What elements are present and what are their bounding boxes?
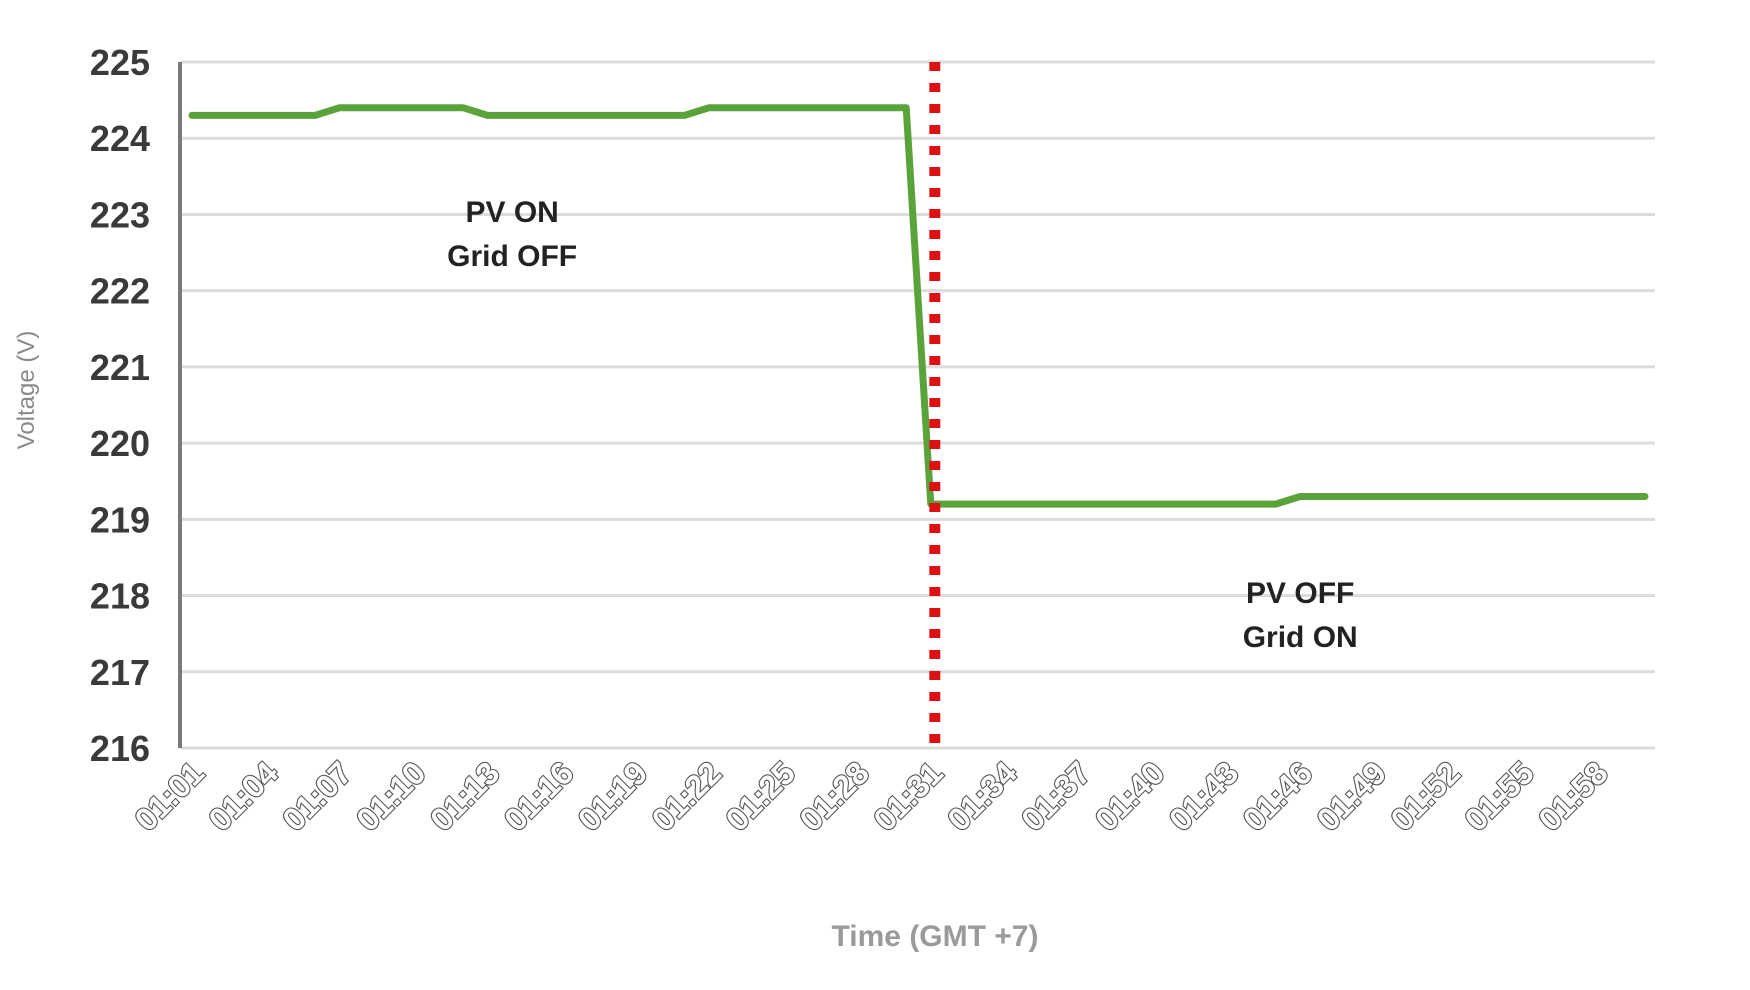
x-tick-label: 01:25 [719, 754, 802, 837]
x-tick-label: 01:13 [423, 754, 506, 837]
x-tick-label: 01:04 [202, 754, 285, 837]
y-tick-label: 225 [90, 42, 150, 83]
y-tick-label: 220 [90, 423, 150, 464]
y-tick-label: 224 [90, 118, 150, 159]
annotations: PV ON Grid OFF PV OFF Grid ON [447, 196, 1358, 654]
x-tick-labels: 01:0101:0401:0701:1001:1301:1601:1901:22… [127, 753, 1616, 839]
x-tick-label: 01:49 [1310, 754, 1393, 837]
annotation-text: Grid OFF [447, 240, 577, 273]
y-tick-label: 217 [90, 652, 150, 693]
x-tick-label: 01:37 [1014, 754, 1097, 837]
y-axis-label: Voltage (V) [13, 331, 40, 450]
y-tick-label: 218 [90, 576, 150, 617]
x-tick-label: 01:10 [349, 754, 432, 837]
x-tick-label: 01:07 [275, 754, 358, 837]
y-tick-label: 216 [90, 728, 150, 769]
y-tick-label: 221 [90, 347, 150, 388]
annotation-text: PV ON [465, 196, 558, 229]
x-tick-label: 01:55 [1457, 754, 1540, 837]
x-tick-label: 01:52 [1384, 754, 1467, 837]
x-tick-label: 01:28 [793, 754, 876, 837]
x-tick-label: 01:40 [1088, 754, 1171, 837]
x-tick-label: 01:58 [1531, 754, 1614, 837]
annotation-text: Grid ON [1243, 621, 1358, 654]
x-tick-label: 01:34 [940, 754, 1023, 837]
x-tick-label: 01:43 [1162, 754, 1245, 837]
y-tick-label: 223 [90, 194, 150, 235]
x-tick-label: 01:19 [571, 754, 654, 837]
y-tick-label: 222 [90, 271, 150, 312]
voltage-series-line [188, 104, 1649, 508]
gridlines [180, 60, 1655, 750]
x-axis-label: Time (GMT +7) [832, 920, 1039, 953]
y-tick-labels: 216 217 218 219 220 221 222 223 224 225 [90, 42, 150, 769]
x-tick-label: 01:31 [866, 754, 949, 837]
x-tick-label: 01:22 [645, 754, 728, 837]
x-tick-label: 01:46 [1236, 754, 1319, 837]
y-tick-label: 219 [90, 499, 150, 540]
annotation-text: PV OFF [1246, 577, 1354, 610]
x-tick-label: 01:16 [497, 754, 580, 837]
